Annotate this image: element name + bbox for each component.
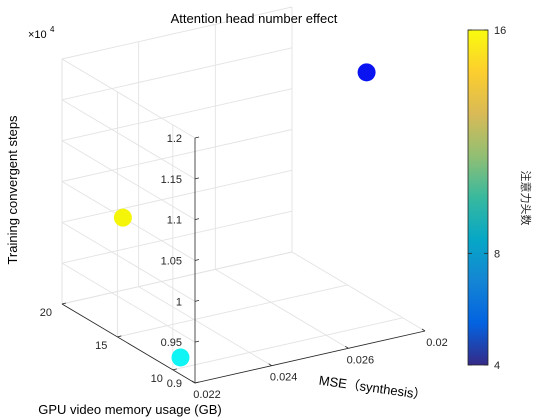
- grid-line-z-back: [61, 47, 293, 101]
- grid-line-z-back: [61, 129, 293, 182]
- data-point: [113, 208, 132, 227]
- colorbar-ticks: 4 8 16: [468, 25, 506, 372]
- colorbar-tick-label: 16: [494, 25, 506, 37]
- axes-panes: [62, 7, 425, 383]
- grid-line-y-floor: [117, 284, 348, 338]
- grid-line-z-left: [61, 221, 196, 302]
- chart-title: Attention head number effect: [171, 11, 338, 26]
- data-point: [357, 63, 376, 82]
- y-axis-label: GPU video memory usage (GB): [38, 402, 222, 417]
- grid-line-z-back: [61, 169, 293, 223]
- x-tick-label: 0.024: [270, 372, 298, 384]
- colorbar-gradient: [467, 29, 489, 366]
- data-point: [171, 348, 190, 367]
- data-points: [113, 63, 376, 367]
- grid-line-y-floor: [172, 317, 403, 371]
- z-tick-mark: [194, 259, 200, 261]
- grid-line-z-back: [61, 6, 293, 60]
- grid-line-z-back: [61, 210, 293, 264]
- z-multiplier: ×10: [28, 29, 47, 41]
- colorbar: 4 8 16 注意力头数: [467, 25, 533, 372]
- grid-line-z-back: [61, 88, 293, 142]
- z-axis-label: Training convergent steps: [5, 115, 20, 265]
- colorbar-tick-label: 8: [494, 248, 500, 260]
- z-tick-mark: [194, 340, 200, 343]
- grid-line-z-left: [61, 99, 196, 180]
- x-axis-label: MSE（synthesis）: [318, 373, 427, 403]
- z-tick-label: 1: [176, 296, 182, 308]
- z-tick-label: 1.05: [161, 256, 182, 268]
- x-tick-label: 0.02: [426, 337, 447, 349]
- z-tick-label: 0.95: [161, 337, 182, 349]
- x-tick-mark: [345, 346, 349, 349]
- z-tick-label: 0.9: [167, 378, 182, 390]
- x-tick-label: 0.022: [193, 389, 221, 401]
- tick-labels: 0.022 0.024 0.026 0.02 10 15 20 0.9 0.95 1 1.05 1.1…: [40, 133, 448, 401]
- grid-line-z-left: [61, 262, 196, 343]
- x-axis-line: [194, 330, 426, 384]
- z-tick-label: 1.2: [167, 133, 182, 145]
- x-tick-mark: [421, 328, 426, 332]
- z-tick-mark: [194, 136, 200, 139]
- z-exponent-label: ×10 4: [28, 25, 55, 41]
- z-tick-label: 1.15: [161, 174, 182, 186]
- y-tick-mark: [61, 302, 67, 305]
- grid-line-z-back: [61, 251, 293, 305]
- grid-line-z-left: [61, 58, 196, 139]
- z-tick-mark: [194, 381, 200, 384]
- y-tick-mark: [172, 368, 177, 371]
- y-tick-label: 15: [95, 340, 107, 352]
- z-multiplier-exp: 4: [50, 25, 55, 34]
- colorbar-label: 注意力头数: [519, 171, 533, 226]
- z-tick-label: 1.1: [167, 215, 182, 227]
- z-tick-mark: [194, 177, 200, 180]
- y-tick-label: 20: [40, 307, 52, 319]
- x-tick-mark: [191, 380, 196, 384]
- y-tick-label: 10: [151, 373, 163, 385]
- x-tick-mark: [268, 363, 272, 366]
- z-tick-mark: [194, 218, 200, 221]
- y-tick-mark: [117, 335, 122, 338]
- grid-line-z-left: [61, 140, 196, 221]
- x-tick-label: 0.026: [347, 354, 375, 366]
- colorbar-tick-label: 4: [494, 360, 500, 372]
- z-tick-mark: [194, 299, 200, 302]
